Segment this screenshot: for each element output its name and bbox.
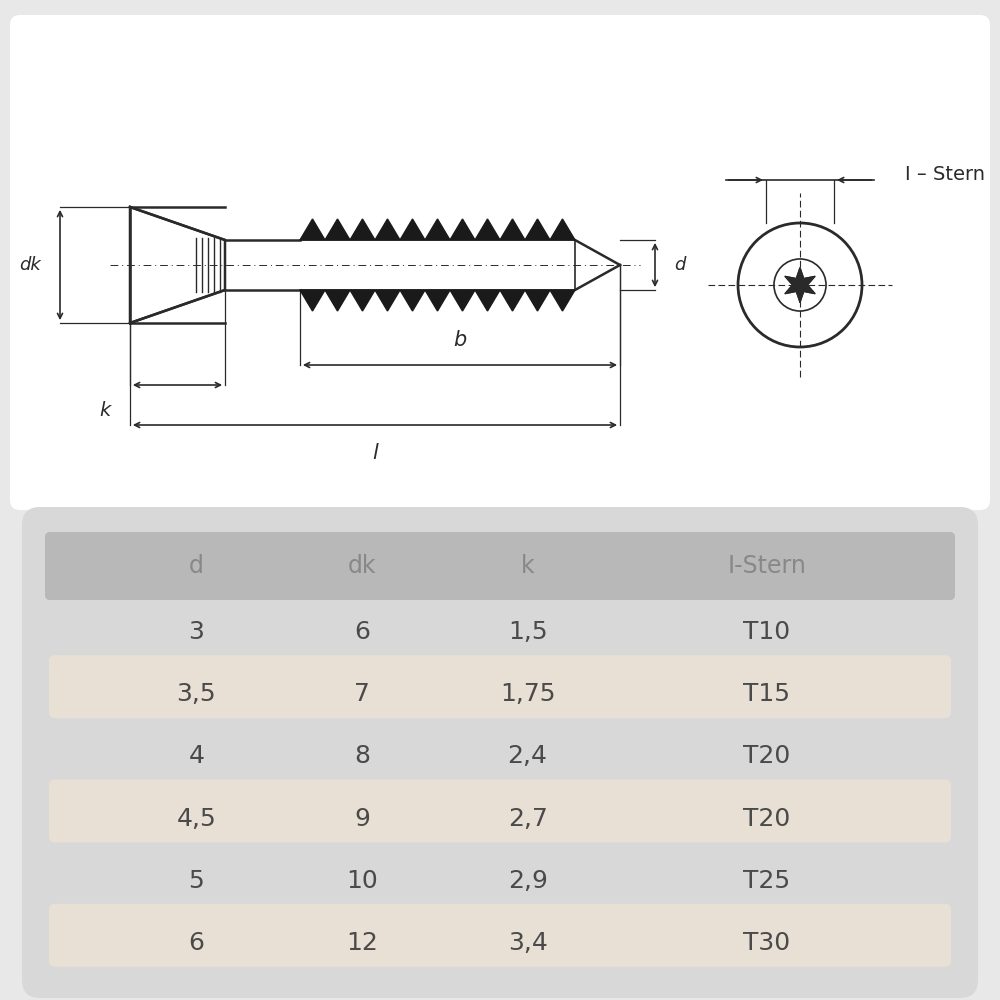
FancyBboxPatch shape xyxy=(45,532,955,600)
Polygon shape xyxy=(785,268,815,302)
Polygon shape xyxy=(500,219,525,240)
Polygon shape xyxy=(550,219,575,240)
Polygon shape xyxy=(130,207,225,323)
Text: d: d xyxy=(674,256,686,274)
Text: T30: T30 xyxy=(743,931,790,955)
Polygon shape xyxy=(300,240,575,290)
Text: 6: 6 xyxy=(188,931,204,955)
Text: 12: 12 xyxy=(346,931,378,955)
Text: 8: 8 xyxy=(354,744,370,768)
Polygon shape xyxy=(450,219,475,240)
Text: 10: 10 xyxy=(346,869,378,893)
Text: 2,9: 2,9 xyxy=(508,869,548,893)
Text: T10: T10 xyxy=(743,620,790,644)
Text: d: d xyxy=(189,554,204,578)
Text: 2,7: 2,7 xyxy=(508,807,548,831)
Polygon shape xyxy=(400,219,425,240)
Text: T20: T20 xyxy=(743,744,790,768)
Text: 4,5: 4,5 xyxy=(177,807,216,831)
Polygon shape xyxy=(450,290,475,311)
Text: 2,4: 2,4 xyxy=(508,744,548,768)
Text: I-Stern: I-Stern xyxy=(727,554,806,578)
Text: 6: 6 xyxy=(354,620,370,644)
Text: 3,4: 3,4 xyxy=(508,931,548,955)
Polygon shape xyxy=(525,290,550,311)
Text: T20: T20 xyxy=(743,807,790,831)
Text: b: b xyxy=(453,330,467,350)
Text: T25: T25 xyxy=(743,869,790,893)
Polygon shape xyxy=(375,290,400,311)
Polygon shape xyxy=(350,219,375,240)
Polygon shape xyxy=(400,290,425,311)
Text: 4: 4 xyxy=(188,744,204,768)
Text: k: k xyxy=(99,400,111,420)
Polygon shape xyxy=(350,290,375,311)
Polygon shape xyxy=(425,290,450,311)
Polygon shape xyxy=(225,240,300,290)
FancyBboxPatch shape xyxy=(10,15,990,510)
FancyBboxPatch shape xyxy=(49,655,951,718)
Text: T15: T15 xyxy=(743,682,790,706)
Polygon shape xyxy=(425,219,450,240)
Polygon shape xyxy=(525,219,550,240)
Text: 5: 5 xyxy=(189,869,204,893)
FancyBboxPatch shape xyxy=(49,904,951,967)
Polygon shape xyxy=(375,219,400,240)
Polygon shape xyxy=(325,219,350,240)
Text: 3,5: 3,5 xyxy=(177,682,216,706)
Polygon shape xyxy=(500,290,525,311)
Polygon shape xyxy=(300,219,325,240)
FancyBboxPatch shape xyxy=(49,780,951,842)
Polygon shape xyxy=(300,290,325,311)
Text: k: k xyxy=(521,554,534,578)
Polygon shape xyxy=(475,219,500,240)
Text: 1,75: 1,75 xyxy=(500,682,555,706)
Text: 3: 3 xyxy=(188,620,204,644)
Polygon shape xyxy=(550,290,575,311)
Text: 9: 9 xyxy=(354,807,370,831)
Text: dk: dk xyxy=(348,554,376,578)
Text: I – Stern: I – Stern xyxy=(905,165,985,184)
Text: 7: 7 xyxy=(354,682,370,706)
Text: 1,5: 1,5 xyxy=(508,620,547,644)
Text: dk: dk xyxy=(19,256,41,274)
Polygon shape xyxy=(575,240,620,290)
FancyBboxPatch shape xyxy=(22,507,978,998)
Polygon shape xyxy=(475,290,500,311)
Polygon shape xyxy=(325,290,350,311)
Text: l: l xyxy=(372,443,378,463)
